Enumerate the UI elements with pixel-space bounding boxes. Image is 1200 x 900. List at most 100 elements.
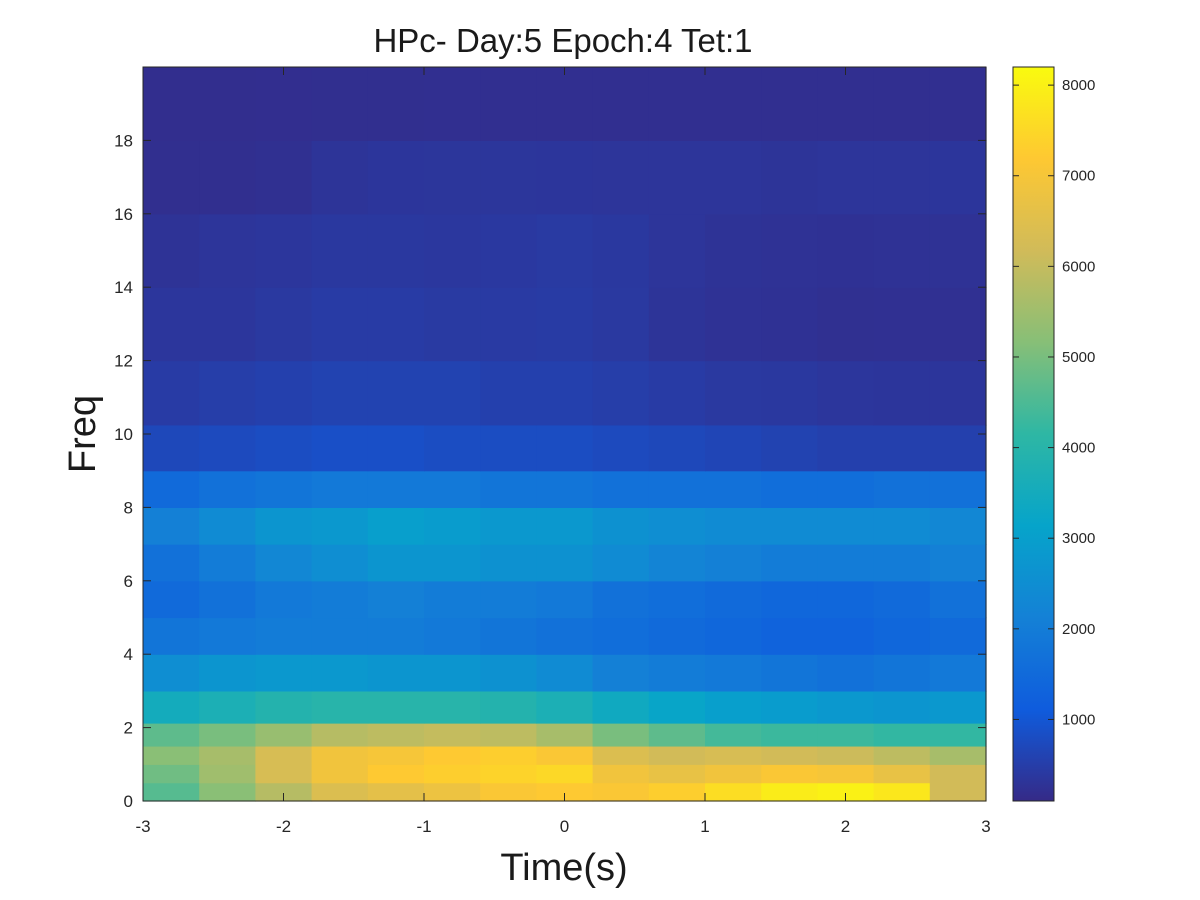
heatmap-cell [143,745,200,765]
heatmap-cell [424,507,481,545]
heatmap-cell [592,507,650,545]
heatmap-cell [929,470,987,508]
heatmap-cell [143,654,200,692]
colorbar-tick-label: 5000 [1062,349,1095,366]
y-axis-label: Freq [62,395,104,473]
heatmap-cell [592,67,650,141]
heatmap-cell [536,782,594,802]
heatmap-cell [761,580,818,619]
heatmap-cell [480,360,537,426]
heatmap-cell [143,723,200,747]
heatmap-cell [929,690,987,724]
heatmap-cell [143,782,200,802]
heatmap-cell [367,764,425,784]
heatmap-cell [648,544,706,582]
heatmap-cell [761,67,818,141]
heatmap-cell [648,360,706,426]
heatmap-cell [255,140,313,215]
heatmap-cell [367,690,425,724]
heatmap-cell [817,140,875,215]
heatmap-cell [817,782,875,802]
heatmap-cell [761,287,818,362]
heatmap-cell [873,782,931,802]
heatmap-cell [199,764,256,784]
heatmap-cell [705,470,762,508]
heatmap-cell [367,617,425,655]
heatmap-cell [255,424,313,472]
heatmap-cell [480,67,537,141]
heatmap-cell [648,507,706,545]
heatmap-cell [255,544,313,582]
heatmap-cell [705,287,762,362]
heatmap-cell [424,617,481,655]
heatmap-cell [873,690,931,724]
heatmap-cell [592,723,650,747]
heatmap-cell [199,213,256,288]
heatmap-cell [705,690,762,724]
heatmap-cell [705,617,762,655]
heatmap-cell [199,360,256,426]
heatmap-cell [480,470,537,508]
heatmap-cell [367,424,425,472]
heatmap-cell [873,544,931,582]
heatmap-cell [311,764,369,784]
heatmap-cell [648,213,706,288]
x-tick-label: 3 [981,817,990,836]
heatmap-cell [929,67,987,141]
y-axis: 0 2 4 6 8 10 12 14 16 18 [114,131,986,811]
heatmap-cell [536,470,594,508]
heatmap-cell [536,287,594,362]
y-tick-label: 4 [124,645,133,664]
heatmap-cell [255,360,313,426]
heatmap-cell [311,140,369,215]
heatmap-cell [705,580,762,619]
heatmap-cell [311,287,369,362]
heatmap-cell [705,544,762,582]
x-tick-label: -2 [276,817,291,836]
x-axis: -3 -2 -1 0 1 2 3 [135,67,991,836]
heatmap-cell [255,690,313,724]
heatmap-cell [311,424,369,472]
heatmap-cell [929,723,987,747]
heatmap-cell [367,654,425,692]
heatmap-cell [648,690,706,724]
heatmap-cell [592,140,650,215]
heatmap-cell [705,745,762,765]
heatmap-cell [536,67,594,141]
heatmap-cell [311,782,369,802]
x-tick-label: -1 [416,817,431,836]
heatmap-cell [311,507,369,545]
heatmap-cell [199,782,256,802]
heatmap-cell [480,654,537,692]
heatmap-cell [817,654,875,692]
heatmap-cell [199,745,256,765]
heatmap-cell [424,544,481,582]
heatmap-cell [929,140,987,215]
heatmap-cell [480,782,537,802]
heatmap-cell [761,654,818,692]
heatmap-cell [199,507,256,545]
x-tick-label: 0 [560,817,569,836]
heatmap-cell [873,764,931,784]
heatmap-cell [424,654,481,692]
heatmap-cell [424,782,481,802]
heatmap-cell [424,690,481,724]
heatmap-cell [705,764,762,784]
heatmap-cell [536,507,594,545]
heatmap-cell [536,424,594,472]
heatmap-cell [592,360,650,426]
heatmap-cell [648,745,706,765]
heatmap-cell [817,360,875,426]
x-tick-label: 2 [841,817,850,836]
heatmap-cell [424,470,481,508]
x-tick-label: 1 [700,817,709,836]
heatmap-cell [143,287,200,362]
heatmap-cell [705,507,762,545]
heatmap-cell [648,67,706,141]
heatmap-cell [143,67,200,141]
heatmap-cell [255,782,313,802]
heatmap-cell [199,690,256,724]
heatmap-cell [761,745,818,765]
colorbar-tick-label: 1000 [1062,711,1095,728]
